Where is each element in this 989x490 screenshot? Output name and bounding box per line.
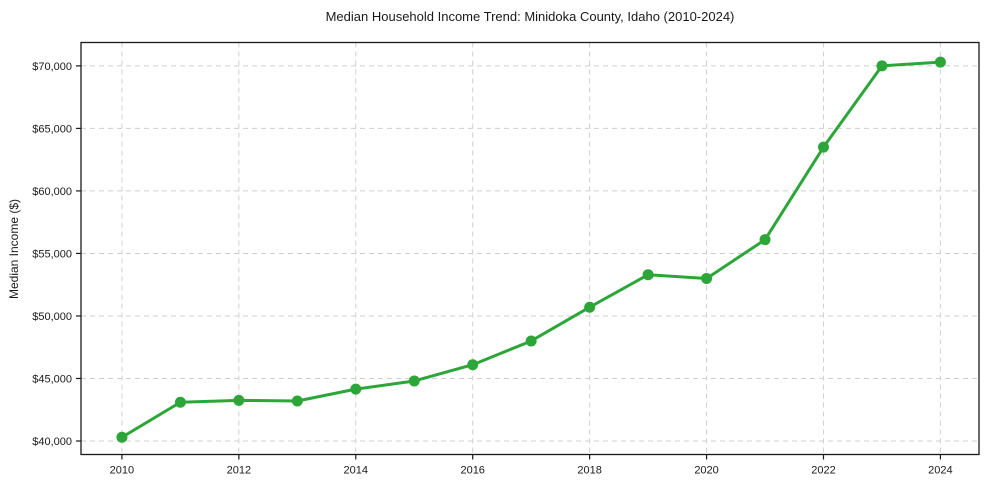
y-tick-label: $50,000 — [32, 311, 72, 323]
trend-line — [120, 60, 942, 439]
x-tick-label: 2022 — [811, 465, 835, 477]
y-tick-label: $60,000 — [32, 186, 72, 198]
data-point-2024 — [934, 56, 946, 68]
data-point-2014 — [350, 383, 362, 395]
plot-border — [80, 41, 980, 456]
data-point-2018 — [584, 301, 596, 313]
x-tick-label: 2020 — [694, 465, 718, 477]
x-tick-label: 2024 — [928, 465, 952, 477]
data-point-2012 — [233, 394, 245, 406]
y-tick-label: $55,000 — [32, 248, 72, 260]
y-tick-label: $45,000 — [32, 373, 72, 385]
x-tick-label: 2014 — [344, 465, 368, 477]
y-tick-label: $40,000 — [32, 436, 72, 448]
chart-title: Median Household Income Trend: Minidoka … — [325, 9, 735, 24]
data-point-2022 — [817, 141, 829, 153]
y-tick-label: $70,000 — [32, 61, 72, 73]
x-tick-label: 2012 — [227, 465, 251, 477]
y-tick-label: $65,000 — [32, 123, 72, 135]
data-point-2020 — [701, 272, 713, 284]
data-point-2016 — [467, 359, 479, 371]
data-point-2017 — [525, 335, 537, 347]
data-point-2023 — [876, 60, 888, 72]
x-tick-label: 2016 — [460, 465, 484, 477]
data-point-2010 — [116, 431, 128, 443]
data-point-2011 — [174, 396, 186, 408]
x-tick-label: 2010 — [110, 465, 134, 477]
data-point-2019 — [642, 269, 654, 281]
data-point-2021 — [759, 234, 771, 246]
data-point-2015 — [408, 375, 420, 387]
data-point-2013 — [291, 395, 303, 407]
x-tick-label: 2018 — [577, 465, 601, 477]
